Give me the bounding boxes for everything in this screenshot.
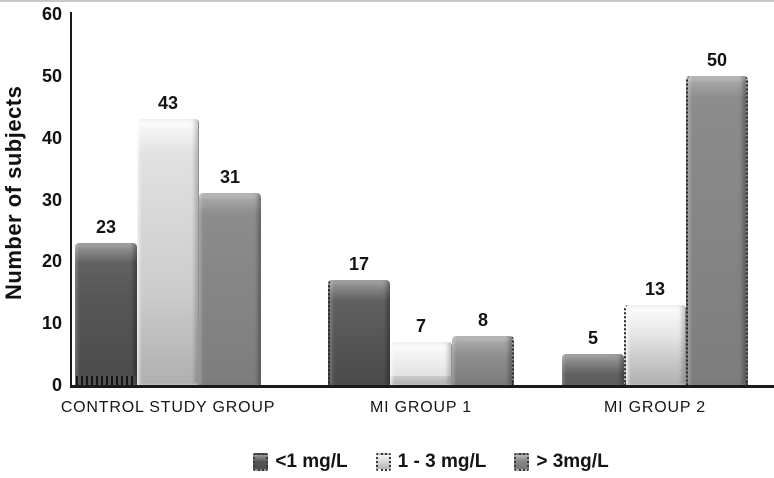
category-label: CONTROL STUDY GROUP <box>60 399 276 416</box>
category-label: MI GROUP 1 <box>370 399 472 416</box>
y-tick-label: 10 <box>41 313 62 334</box>
category-label: MI GROUP 2 <box>604 399 706 416</box>
bar-value-label: 43 <box>157 93 179 113</box>
legend-label: <1 mg/L <box>275 451 348 472</box>
legend-item: <1 mg/L <box>253 451 348 473</box>
bar <box>562 354 624 385</box>
x-axis-line <box>70 385 774 388</box>
plot-area: 23 43 31 17 7 8 5 13 50 <box>72 12 772 385</box>
bar <box>452 336 514 385</box>
y-tick-label: 0 <box>51 375 62 395</box>
y-tick-label: 40 <box>41 127 62 148</box>
bar-value-label: 7 <box>415 316 426 336</box>
bar-value-label: 5 <box>587 328 598 348</box>
bar-value-label: 17 <box>348 254 370 274</box>
bar <box>75 243 137 385</box>
legend-item: > 3mg/L <box>514 451 609 473</box>
y-tick-label: 50 <box>41 65 62 86</box>
bar <box>328 280 390 385</box>
y-tick-label: 30 <box>41 189 62 210</box>
bar <box>686 76 748 385</box>
y-axis-tick-labels: 0 10 20 30 40 50 60 <box>0 4 62 395</box>
bar <box>199 193 261 385</box>
legend: <1 mg/L 1 - 3 mg/L > 3mg/L <box>0 449 774 475</box>
legend-swatch-icon <box>514 453 530 471</box>
bar-value-label: 23 <box>95 217 117 237</box>
bar-value-label: 13 <box>644 279 666 299</box>
legend-swatch-icon <box>375 453 391 471</box>
legend-label: > 3mg/L <box>536 451 609 472</box>
bar-value-label: 8 <box>477 310 488 330</box>
y-tick-label: 60 <box>41 4 62 24</box>
legend-swatch-icon <box>253 453 269 471</box>
bar-value-label: 31 <box>219 167 241 187</box>
legend-item: 1 - 3 mg/L <box>375 451 487 473</box>
y-tick-label: 20 <box>41 251 62 272</box>
bar-value-label: 50 <box>706 50 728 70</box>
bar <box>624 305 686 385</box>
bar <box>390 342 452 385</box>
bar <box>137 119 199 385</box>
y-axis-line <box>70 12 72 387</box>
legend-label: 1 - 3 mg/L <box>397 451 487 472</box>
